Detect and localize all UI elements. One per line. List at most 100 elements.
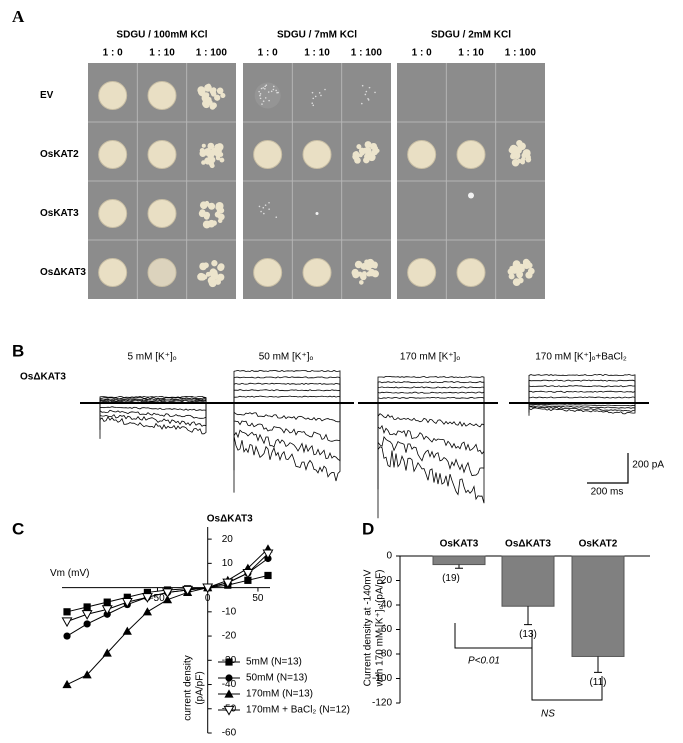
colony — [204, 84, 212, 92]
error-bar — [524, 606, 532, 626]
colony — [311, 102, 314, 104]
y-tick-label: -20 — [222, 631, 237, 642]
dilution-label: 1 : 100 — [351, 48, 383, 59]
colony — [209, 103, 216, 110]
trace — [214, 402, 354, 493]
dilution-label: 1 : 0 — [103, 48, 123, 59]
colony — [258, 90, 260, 93]
condition-label: 5 mM [K⁺]ₒ — [127, 352, 176, 363]
n-label: (19) — [442, 573, 460, 584]
colony — [264, 97, 267, 99]
trace — [80, 397, 220, 404]
colony — [407, 139, 437, 169]
colony — [361, 84, 364, 87]
colony — [509, 267, 516, 274]
colony — [520, 159, 526, 165]
trace — [214, 395, 354, 404]
dilution-label: 1 : 100 — [505, 48, 537, 59]
trace — [509, 390, 649, 404]
colony — [366, 152, 374, 159]
colony — [264, 87, 266, 90]
colony — [220, 92, 226, 99]
colony — [203, 99, 211, 107]
data-point — [83, 620, 91, 628]
trace — [214, 382, 354, 404]
trace — [80, 398, 220, 404]
colony — [302, 257, 332, 287]
colony — [199, 147, 205, 154]
data-point — [143, 588, 152, 597]
data-point — [102, 648, 112, 657]
colony — [201, 143, 206, 148]
colony — [368, 86, 371, 89]
colony — [199, 209, 206, 216]
scale-bar — [587, 453, 629, 484]
data-point — [162, 588, 173, 599]
colony — [217, 264, 225, 272]
colony — [268, 99, 270, 102]
colony — [302, 139, 332, 169]
data-point — [83, 603, 91, 611]
trace — [358, 402, 498, 432]
x-tick-label: -50 — [150, 593, 165, 604]
colony — [254, 82, 281, 109]
n-label: (13) — [519, 629, 537, 640]
colony — [203, 92, 210, 98]
bracket — [454, 623, 533, 649]
colony — [521, 152, 527, 158]
panel-label: C — [12, 519, 24, 538]
y-tick-label: -60 — [222, 728, 237, 739]
trace — [358, 381, 498, 404]
dilution-label: 1 : 10 — [458, 48, 484, 59]
colony — [312, 97, 315, 100]
colony — [259, 93, 262, 95]
colony — [509, 145, 517, 153]
y-tick-label: 0 — [386, 551, 392, 562]
legend-marker — [223, 705, 235, 716]
colony — [371, 143, 377, 149]
panel-label: B — [12, 341, 24, 360]
y-tick-label: -100 — [372, 673, 392, 684]
colony — [508, 273, 515, 280]
colony — [311, 91, 314, 94]
colony — [208, 202, 216, 210]
colony — [362, 271, 367, 276]
data-point — [182, 585, 194, 596]
colony — [98, 80, 128, 110]
colony — [211, 269, 218, 276]
colony — [354, 260, 363, 269]
bar — [571, 555, 625, 657]
colony — [312, 104, 315, 107]
colony — [267, 91, 270, 93]
colony — [519, 266, 525, 273]
data-point — [222, 578, 234, 589]
colony — [201, 160, 206, 165]
trace — [214, 389, 354, 404]
condition-label: 170 mM [K⁺]ₒ+BaCl₂ — [535, 352, 627, 363]
error-bar — [594, 656, 602, 673]
colony — [371, 270, 379, 278]
data-point — [264, 571, 272, 580]
colony — [522, 258, 530, 266]
colony — [360, 102, 363, 105]
trace — [358, 396, 498, 404]
data-point — [202, 583, 214, 594]
x-tick-label: 0 — [205, 593, 211, 604]
y-tick-label: -60 — [378, 624, 393, 635]
data-point — [63, 632, 71, 640]
trace — [80, 402, 220, 430]
legend-marker — [225, 674, 233, 682]
trace — [214, 369, 354, 404]
legend-marker — [225, 658, 233, 666]
bar — [501, 555, 555, 607]
y-tick-label: -10 — [222, 606, 237, 617]
trace — [80, 402, 220, 412]
legend-label: 5mM (N=13) — [246, 657, 302, 668]
colony — [216, 87, 224, 95]
colony — [147, 257, 177, 287]
colony — [197, 272, 206, 281]
y-tick-label: -80 — [378, 649, 393, 660]
colony — [314, 95, 317, 98]
y-axis-label: with 170 mM [K⁺]ₒ (pA/pF) — [375, 570, 386, 688]
